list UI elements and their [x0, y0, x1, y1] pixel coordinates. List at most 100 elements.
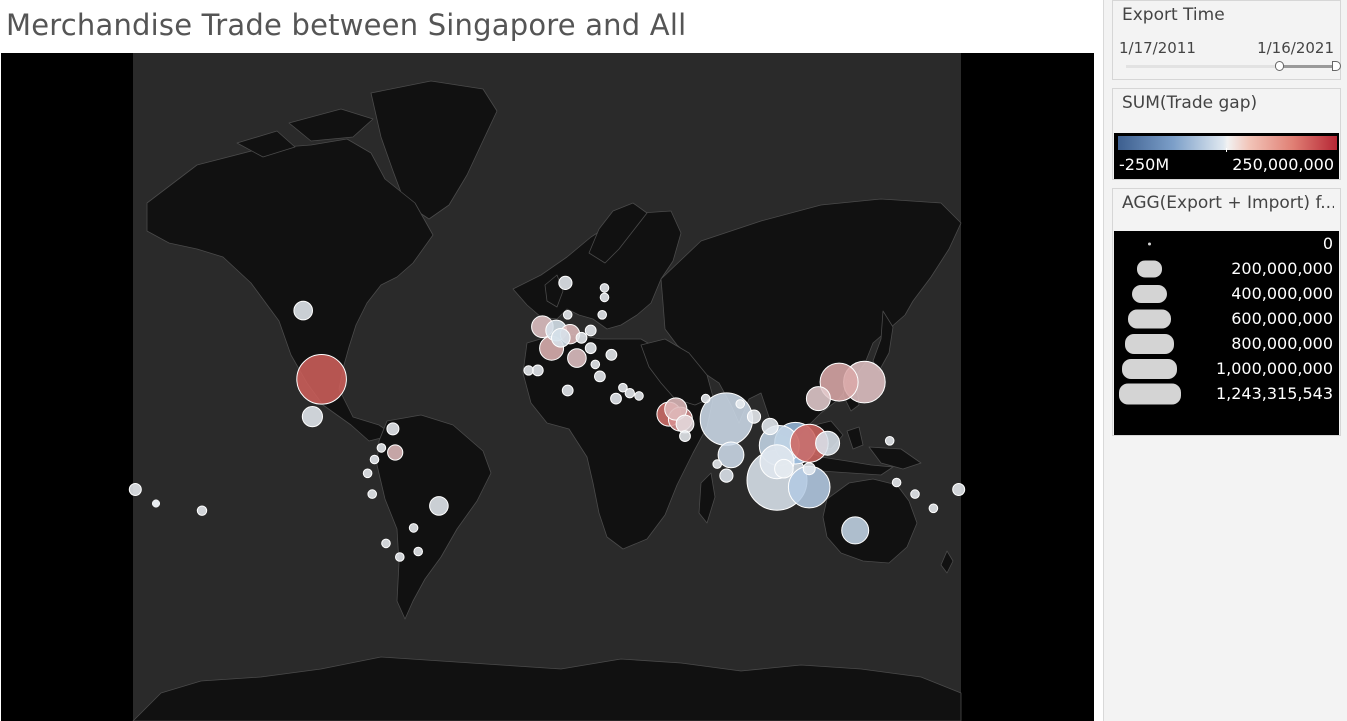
page-title: Merchandise Trade between Singapore and … — [6, 8, 687, 42]
trade-gap-legend-title: SUM(Trade gap) — [1122, 93, 1258, 113]
size-swatch — [1137, 260, 1162, 277]
trade-marker[interactable] — [395, 552, 405, 562]
south-america — [376, 414, 492, 620]
size-swatch — [1132, 284, 1167, 303]
trade-gap-zero-tick — [1226, 148, 1227, 152]
trade-marker[interactable] — [551, 328, 571, 348]
trade-marker[interactable] — [910, 489, 920, 499]
trade-marker[interactable] — [196, 505, 208, 516]
trade-marker[interactable] — [719, 468, 734, 483]
trade-marker[interactable] — [429, 496, 449, 516]
size-swatch — [1148, 242, 1151, 245]
trade-marker[interactable] — [408, 523, 419, 533]
trade-marker[interactable] — [369, 454, 380, 465]
trade-marker[interactable] — [952, 483, 966, 496]
trade-marker[interactable] — [523, 365, 534, 376]
trade-marker[interactable] — [815, 430, 841, 456]
size-legend-label: 200,000,000 — [1231, 259, 1333, 278]
trade-marker[interactable] — [679, 430, 691, 443]
trade-marker[interactable] — [599, 283, 610, 293]
start-date-handle[interactable] — [1275, 61, 1284, 71]
trade-marker[interactable] — [599, 292, 610, 303]
end-date-handle[interactable] — [1332, 61, 1341, 71]
end-date-label: 1/16/2021 — [1257, 39, 1334, 57]
trade-marker[interactable] — [128, 483, 142, 496]
trade-marker[interactable] — [841, 516, 870, 545]
trade-marker[interactable] — [761, 417, 779, 436]
size-legend-entries: 0 200,000,000 400,000,000 600,000,000 80… — [1114, 231, 1339, 435]
trade-marker[interactable] — [367, 489, 378, 499]
trade-marker[interactable] — [610, 392, 622, 405]
trade-marker[interactable] — [735, 399, 746, 409]
scandinavia — [588, 202, 648, 264]
trade-marker[interactable] — [805, 386, 831, 412]
size-legend-row: 400,000,000 — [1114, 281, 1339, 306]
trade-marker[interactable] — [301, 406, 323, 428]
trade-gap-legend: SUM(Trade gap) -250M 250,000,000 — [1112, 88, 1341, 180]
size-legend-title: AGG(Export + Import) f... — [1122, 193, 1334, 213]
trade-marker[interactable] — [562, 310, 573, 320]
trade-marker[interactable] — [597, 310, 608, 320]
size-legend-label: 600,000,000 — [1231, 309, 1333, 328]
size-legend-row: 800,000,000 — [1114, 331, 1339, 356]
trade-gap-max-label: 250,000,000 — [1232, 155, 1334, 174]
date-slider-track[interactable] — [1126, 65, 1336, 68]
trade-marker[interactable] — [819, 362, 859, 402]
trade-marker[interactable] — [387, 444, 404, 461]
trade-marker[interactable] — [584, 342, 597, 355]
sidebar-divider — [1103, 0, 1104, 721]
greenland — [370, 80, 498, 220]
australia — [822, 478, 918, 564]
date-slider-range[interactable] — [1279, 65, 1336, 68]
trade-volume-size-legend: AGG(Export + Import) f... 0 200,000,000 … — [1112, 188, 1341, 436]
trade-gap-min-label: -250M — [1119, 155, 1170, 174]
trade-marker[interactable] — [802, 462, 816, 476]
trade-marker[interactable] — [884, 436, 895, 446]
trade-marker[interactable] — [634, 391, 644, 401]
size-legend-row: 1,243,315,543 — [1114, 381, 1339, 406]
trade-marker[interactable] — [891, 477, 902, 488]
export-time-filter[interactable]: Export Time 1/17/2011 1/16/2021 — [1112, 0, 1341, 80]
map-viewport[interactable] — [1, 53, 1094, 721]
size-legend-row: 200,000,000 — [1114, 256, 1339, 281]
trade-marker[interactable] — [381, 538, 391, 549]
trade-marker[interactable] — [928, 503, 939, 514]
size-legend-label: 1,000,000,000 — [1215, 359, 1333, 378]
trade-marker[interactable] — [590, 359, 601, 370]
new-zealand — [940, 550, 954, 574]
arctic-islands — [236, 108, 374, 158]
madagascar — [698, 472, 716, 524]
trade-marker[interactable] — [567, 348, 587, 368]
trade-marker[interactable] — [575, 331, 588, 344]
trade-marker[interactable] — [618, 382, 628, 393]
antarctica — [132, 656, 962, 721]
size-legend-label: 800,000,000 — [1231, 334, 1333, 353]
trade-marker[interactable] — [413, 546, 424, 557]
trade-marker[interactable] — [531, 364, 544, 377]
trade-marker-layer — [128, 275, 966, 562]
trade-gap-color-scale: -250M 250,000,000 — [1114, 133, 1339, 179]
trade-marker[interactable] — [774, 458, 794, 479]
trade-marker[interactable] — [717, 441, 745, 469]
trade-marker[interactable] — [746, 409, 762, 424]
trade-marker[interactable] — [584, 324, 597, 337]
size-legend-label: 0 — [1322, 234, 1333, 253]
trade-marker[interactable] — [376, 443, 387, 453]
trade-marker[interactable] — [386, 422, 400, 436]
trade-marker[interactable] — [558, 275, 573, 290]
trade-marker[interactable] — [594, 370, 606, 383]
trade-marker[interactable] — [700, 393, 711, 404]
trade-marker[interactable] — [605, 348, 618, 361]
trade-marker[interactable] — [712, 459, 723, 469]
trade-marker[interactable] — [664, 397, 688, 421]
trade-marker[interactable] — [151, 499, 161, 508]
trade-marker[interactable] — [624, 388, 635, 399]
world-map[interactable] — [1, 53, 1094, 721]
sidebar: Export Time 1/17/2011 1/16/2021 SUM(Trad… — [1104, 0, 1347, 721]
export-time-title: Export Time — [1122, 5, 1225, 25]
size-swatch — [1128, 309, 1171, 328]
trade-marker[interactable] — [296, 354, 347, 405]
trade-marker[interactable] — [561, 384, 574, 397]
trade-marker[interactable] — [362, 468, 373, 479]
trade-marker[interactable] — [293, 300, 314, 321]
